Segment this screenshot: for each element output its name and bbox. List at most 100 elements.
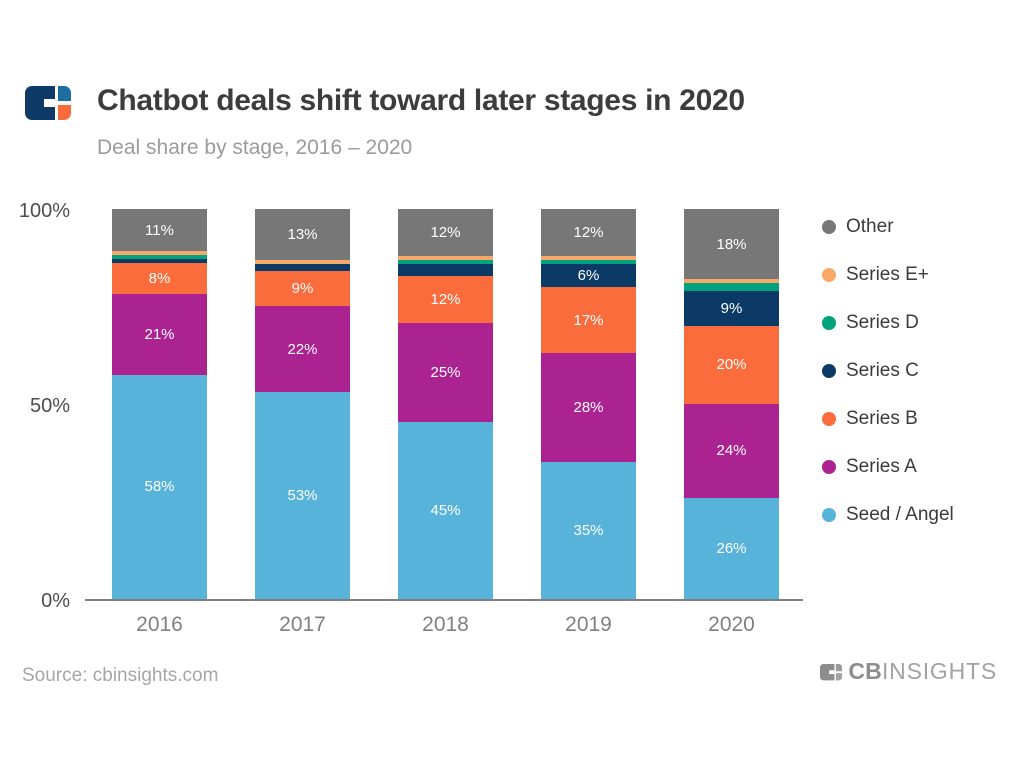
segment-series-c: 6% xyxy=(541,263,636,287)
segment-value-label: 28% xyxy=(573,399,604,417)
segment-value-label: 18% xyxy=(716,235,747,253)
segment-series-b: 12% xyxy=(398,275,493,324)
segment-other: 12% xyxy=(541,209,636,256)
legend-dot-icon xyxy=(822,508,836,522)
segment-seed-angel: 35% xyxy=(541,462,636,599)
segment-seed-angel: 58% xyxy=(112,375,207,599)
segment-series-b: 8% xyxy=(112,263,207,294)
segment-other: 18% xyxy=(684,209,779,280)
stacked-bar-2018: 12% 12% 25% 45% xyxy=(398,209,493,599)
legend-label: Series B xyxy=(846,408,918,429)
legend-item-other: Other xyxy=(822,216,954,237)
brand-insights-text: INSIGHTS xyxy=(881,658,997,684)
chart-title: Chatbot deals shift toward later stages … xyxy=(97,84,745,117)
legend-label: Series A xyxy=(846,456,917,477)
segment-value-label: 35% xyxy=(573,522,604,540)
segment-series-e+ xyxy=(684,279,779,284)
segment-series-a: 24% xyxy=(684,403,779,498)
segment-value-label: 45% xyxy=(430,501,461,519)
legend: Other Series E+ Series D Series C Series B Se… xyxy=(822,216,954,553)
segment-series-e+ xyxy=(541,255,636,260)
legend-item-seed-angel: Seed / Angel xyxy=(822,504,954,525)
segment-value-label: 20% xyxy=(716,356,747,374)
segment-series-b: 20% xyxy=(684,325,779,404)
legend-label: Series E+ xyxy=(846,264,929,285)
segment-value-label: 25% xyxy=(430,363,461,381)
logo-white-notch xyxy=(44,99,55,107)
segment-series-a: 28% xyxy=(541,353,636,463)
brand-logo-icon xyxy=(820,663,843,681)
segment-value-label: 8% xyxy=(148,269,171,287)
segment-seed-angel: 53% xyxy=(255,392,350,599)
segment-other: 13% xyxy=(255,209,350,260)
legend-label: Seed / Angel xyxy=(846,504,954,525)
segment-series-e+ xyxy=(255,259,350,264)
segment-series-d xyxy=(112,255,207,260)
legend-dot-icon xyxy=(822,220,836,234)
x-tick-label-2018: 2018 xyxy=(422,613,469,636)
segment-series-a: 21% xyxy=(112,293,207,376)
segment-other: 12% xyxy=(398,209,493,257)
y-tick-label: 0% xyxy=(41,590,70,612)
segment-series-a: 25% xyxy=(398,323,493,422)
legend-dot-icon xyxy=(822,268,836,282)
segment-value-label: 13% xyxy=(287,225,318,243)
chart-subtitle: Deal share by stage, 2016 – 2020 xyxy=(97,136,413,159)
legend-label: Series D xyxy=(846,312,919,333)
segment-value-label: 9% xyxy=(720,299,743,317)
legend-item-series-b: Series B xyxy=(822,408,954,429)
brand-cb-text: CB xyxy=(848,658,882,684)
segment-value-label: 58% xyxy=(144,478,175,496)
legend-dot-icon xyxy=(822,364,836,378)
x-tick-label-2016: 2016 xyxy=(136,613,183,636)
segment-series-b: 17% xyxy=(541,286,636,354)
segment-series-c xyxy=(398,264,493,276)
legend-dot-icon xyxy=(822,460,836,474)
segment-other: 11% xyxy=(112,209,207,252)
segment-value-label: 12% xyxy=(573,223,604,241)
plot-area: 11% 8% 21% 58% 13% 9% 22% 53% 12% 12% 25% 45% 12% 6% 1… xyxy=(85,209,803,601)
brand-footer: CB INSIGHTS xyxy=(820,658,997,685)
segment-seed-angel: 45% xyxy=(398,421,493,599)
stacked-bar-2016: 11% 8% 21% 58% xyxy=(112,209,207,599)
legend-dot-icon xyxy=(822,412,836,426)
stacked-bar-2019: 12% 6% 17% 28% 35% xyxy=(541,209,636,599)
segment-seed-angel: 26% xyxy=(684,497,779,599)
logo-blue-block xyxy=(58,86,71,101)
stacked-bar-2020: 18% 9% 20% 24% 26% xyxy=(684,209,779,599)
segment-series-c: 9% xyxy=(684,290,779,326)
legend-label: Series C xyxy=(846,360,919,381)
segment-series-a: 22% xyxy=(255,306,350,393)
segment-value-label: 26% xyxy=(716,539,747,557)
segment-value-label: 11% xyxy=(145,221,174,239)
segment-value-label: 17% xyxy=(573,311,604,329)
legend-label: Other xyxy=(846,216,894,237)
x-tick-label-2017: 2017 xyxy=(279,613,326,636)
segment-value-label: 21% xyxy=(144,325,175,343)
segment-value-label: 9% xyxy=(291,280,314,298)
segment-series-d xyxy=(541,259,636,264)
cbinsights-logo-icon xyxy=(25,86,71,120)
legend-item-series-e+: Series E+ xyxy=(822,264,954,285)
segment-value-label: 53% xyxy=(287,487,318,505)
legend-item-series-d: Series D xyxy=(822,312,954,333)
legend-item-series-a: Series A xyxy=(822,456,954,477)
legend-dot-icon xyxy=(822,316,836,330)
x-tick-label-2019: 2019 xyxy=(565,613,612,636)
segment-series-e+ xyxy=(112,251,207,256)
segment-value-label: 12% xyxy=(430,224,461,242)
legend-item-series-c: Series C xyxy=(822,360,954,381)
segment-series-e+ xyxy=(398,256,493,261)
segment-series-c xyxy=(255,263,350,272)
segment-value-label: 6% xyxy=(577,266,600,284)
x-tick-label-2020: 2020 xyxy=(708,613,755,636)
stacked-bar-2017: 13% 9% 22% 53% xyxy=(255,209,350,599)
segment-series-c xyxy=(112,259,207,264)
y-tick-label: 100% xyxy=(18,200,70,222)
segment-value-label: 24% xyxy=(716,442,747,460)
y-tick-label: 50% xyxy=(29,395,70,417)
logo-orange-block xyxy=(58,105,71,120)
segment-value-label: 22% xyxy=(287,340,318,358)
segment-series-d xyxy=(398,260,493,265)
